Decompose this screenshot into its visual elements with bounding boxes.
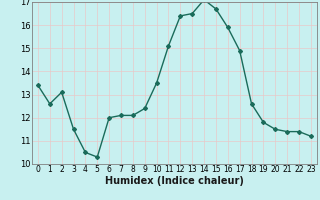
X-axis label: Humidex (Indice chaleur): Humidex (Indice chaleur) [105,176,244,186]
